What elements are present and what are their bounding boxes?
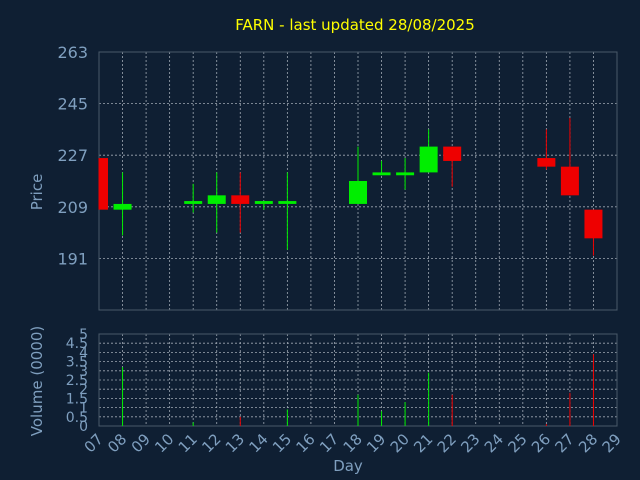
day-tick-label: 21: [410, 430, 436, 456]
day-tick-label: 20: [387, 430, 413, 456]
candle-body: [99, 158, 108, 210]
volume-tick-label: 4: [79, 345, 88, 361]
candle-body: [560, 166, 579, 196]
day-tick-label: 12: [198, 430, 224, 456]
volume-tick-label: 3.5: [66, 355, 88, 371]
day-tick-labels: 0708091011121314151617181920212223242526…: [81, 430, 625, 456]
volume-tick-label: 5: [79, 327, 88, 343]
volume-tick-label: 2.5: [66, 373, 88, 389]
day-tick-label: 22: [434, 430, 460, 456]
day-tick-label: 27: [552, 430, 578, 456]
volume-bars: [122, 354, 594, 426]
volume-tick-label: 4.5: [66, 336, 88, 352]
candle-body: [231, 195, 250, 204]
candle-body: [584, 209, 603, 239]
day-tick-label: 11: [175, 430, 201, 456]
day-tick-label: 09: [128, 430, 154, 456]
volume-axis-label: Volume (0000): [28, 326, 46, 436]
candle-body: [349, 181, 367, 204]
day-tick-label: 26: [528, 430, 554, 456]
price-candles: [98, 117, 603, 256]
candle-body: [443, 146, 462, 161]
price-tick-labels: 191 209 227 245 263: [57, 43, 88, 268]
day-tick-label: 28: [575, 430, 601, 456]
day-tick-label: 17: [316, 430, 342, 456]
day-tick-label: 08: [104, 430, 130, 456]
candle-body: [537, 158, 556, 167]
y-axis-label: Price: [28, 174, 46, 211]
day-tick-label: 15: [269, 430, 295, 456]
day-tick-label: 14: [245, 430, 271, 456]
volume-tick-label: 0: [79, 419, 88, 435]
grid-lines: [98, 51, 618, 427]
x-axis-label: Day: [333, 457, 363, 475]
candle-body: [113, 203, 132, 210]
volume-tick-label: 1: [79, 401, 88, 417]
candle-body: [419, 146, 438, 173]
volume-tick-label: 0.5: [66, 410, 88, 426]
volume-tick-labels: 00.511.522.533.544.55: [66, 327, 88, 435]
day-tick-label: 13: [222, 430, 248, 456]
volume-tick-label: 3: [79, 364, 88, 380]
volume-tick-label: 1.5: [66, 391, 88, 407]
day-tick-label: 16: [293, 430, 319, 456]
price-tick-label: 263: [57, 43, 88, 62]
candle-body: [254, 201, 273, 204]
day-tick-label: 25: [504, 430, 530, 456]
day-tick-label: 19: [363, 430, 389, 456]
candle-body: [396, 172, 415, 176]
day-tick-label: 23: [457, 430, 483, 456]
day-tick-label: 24: [481, 430, 507, 456]
day-tick-label: 29: [599, 430, 625, 456]
price-tick-label: 209: [57, 198, 88, 217]
day-tick-label: 18: [340, 430, 366, 456]
candle-body: [184, 201, 203, 204]
volume-tick-label: 2: [79, 382, 88, 398]
price-tick-label: 191: [57, 249, 88, 268]
candle-body: [207, 195, 226, 204]
price-tick-label: 227: [57, 146, 88, 165]
chart-title: FARN - last updated 28/08/2025: [235, 16, 475, 34]
candle-body: [278, 201, 297, 204]
day-tick-label: 10: [151, 430, 177, 456]
price-tick-label: 245: [57, 95, 88, 114]
candle-body: [372, 172, 391, 176]
